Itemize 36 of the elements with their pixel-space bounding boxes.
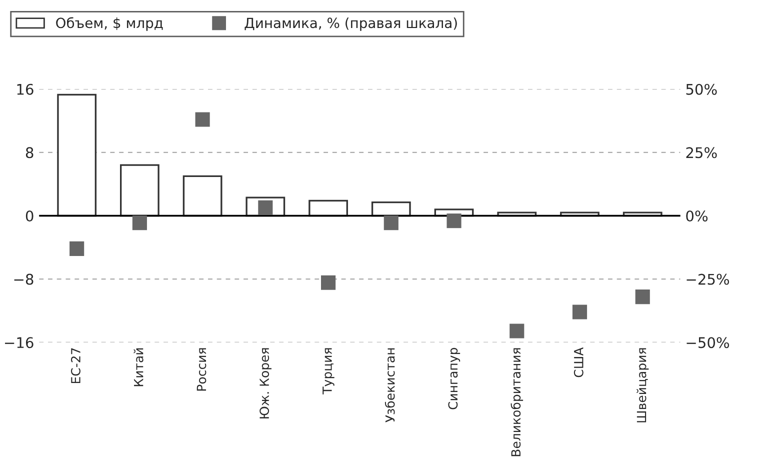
bar — [308, 200, 348, 217]
y2-tick-label: −50% — [686, 337, 730, 348]
x-tick-label: Великобритания — [510, 348, 524, 456]
y2-tick-label: 25% — [686, 147, 717, 158]
point — [510, 324, 524, 338]
x-tick-label: Китай — [134, 348, 144, 386]
y-tick-label: 0 — [26, 210, 34, 222]
y-tick-label: −8 — [14, 274, 34, 285]
y2-tick-label: −25% — [686, 274, 730, 285]
y-tick-label: 8 — [26, 147, 34, 158]
x-tick-label: Сингапур — [448, 348, 460, 410]
point — [384, 216, 398, 230]
x-tick-label: Юж. Корея — [260, 348, 272, 418]
bar — [371, 201, 411, 217]
point — [195, 112, 210, 127]
x-tick-label: Узбекистан — [384, 348, 395, 422]
point — [572, 304, 588, 320]
point — [635, 290, 650, 304]
bar — [120, 164, 160, 217]
point — [446, 214, 462, 228]
bar — [57, 94, 97, 217]
x-tick-label: Турция — [322, 348, 334, 394]
x-tick-label: Россия — [196, 348, 206, 391]
y-tick-label: 16 — [17, 84, 34, 95]
y-tick-label: −16 — [5, 337, 34, 348]
legend-label: Динамика, % (правая шкала) — [244, 17, 457, 31]
point — [321, 275, 336, 290]
y2-tick-label: 0% — [686, 210, 708, 222]
y2-tick-label: 50% — [686, 84, 717, 95]
x-tick-label: ЕС-27 — [70, 348, 80, 384]
x-tick-label: США — [574, 347, 584, 378]
point — [70, 241, 84, 256]
legend-label: Объем, $ млрд — [56, 17, 163, 31]
point — [132, 216, 147, 230]
bar — [182, 175, 222, 217]
x-tick-label: Швейцария — [636, 348, 649, 422]
